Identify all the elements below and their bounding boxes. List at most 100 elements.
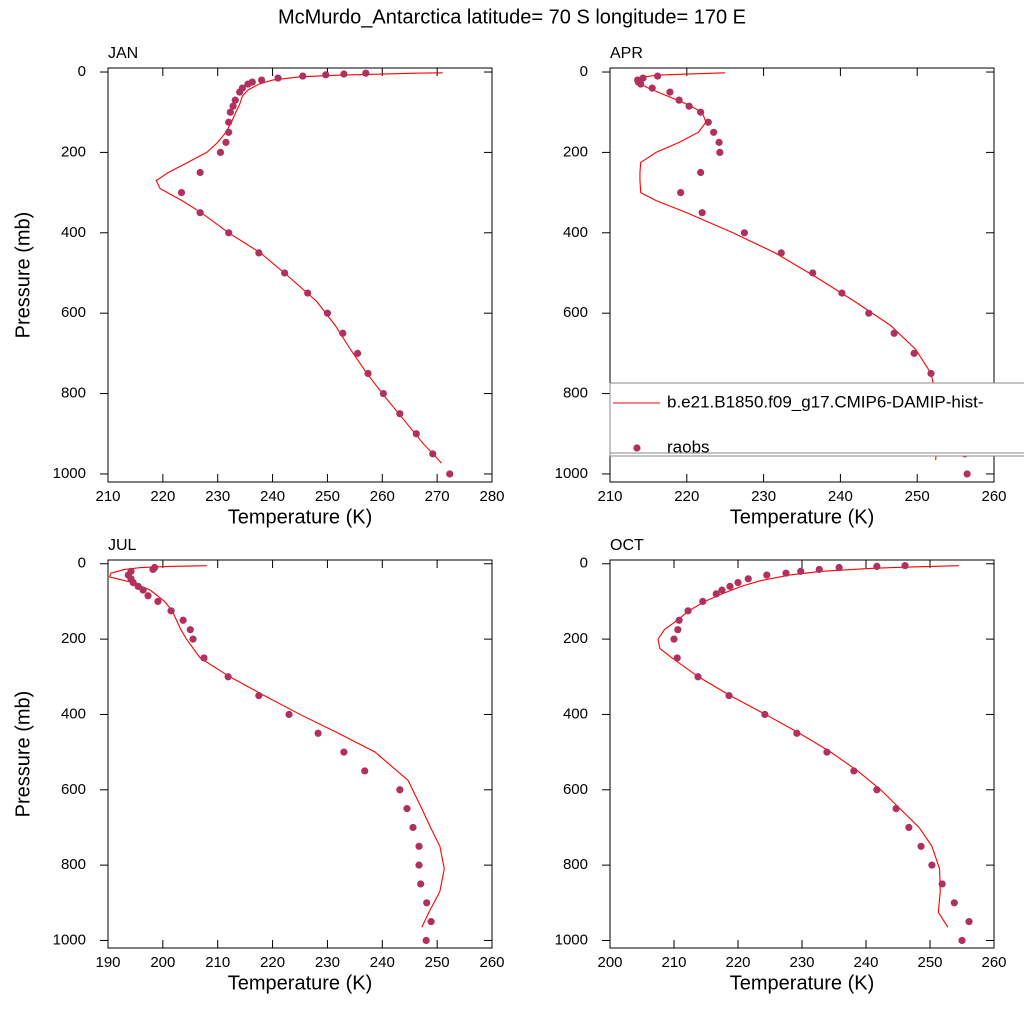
x-tick-label: 260 [479, 954, 504, 971]
raob-point [281, 269, 289, 277]
x-tick-label: 220 [674, 488, 699, 505]
raob-point [704, 118, 712, 126]
raob-point [654, 72, 662, 80]
raob-point [322, 71, 330, 79]
raob-point [238, 84, 246, 92]
raob-point [777, 249, 785, 257]
raob-point [429, 450, 437, 458]
raob-point [364, 369, 372, 378]
raob-point [950, 899, 958, 907]
raob-point [127, 567, 135, 575]
raob-point [890, 329, 898, 337]
raob-point [225, 128, 233, 136]
raob-point [901, 562, 909, 570]
x-tick-label: 230 [205, 488, 230, 505]
y-tick-label: 1000 [555, 931, 588, 948]
raob-point [196, 209, 204, 217]
raob-point [763, 571, 771, 579]
raob-point [154, 597, 162, 606]
y-tick-label: 200 [61, 143, 86, 160]
x-tick-label: 250 [917, 954, 942, 971]
raob-point [323, 309, 332, 317]
model-line [155, 72, 443, 464]
x-tick-label: 240 [260, 488, 285, 505]
raob-point [255, 249, 263, 257]
plot-frame [609, 67, 995, 483]
x-tick-label: 230 [789, 954, 814, 971]
raob-point [958, 936, 966, 945]
y-tick-label: 200 [61, 630, 86, 647]
raob-point [200, 654, 208, 662]
raob-point [716, 148, 724, 157]
x-tick-label: 240 [370, 954, 395, 971]
raob-point [151, 563, 159, 572]
raob-point [917, 842, 925, 850]
raob-point [139, 586, 147, 594]
raob-point [761, 710, 769, 719]
x-tick-label: 200 [150, 954, 175, 971]
y-tick-label: 1000 [53, 931, 86, 948]
raob-point [740, 229, 749, 237]
raob-point [423, 899, 431, 907]
raob-point [177, 189, 186, 197]
raob-point [415, 861, 423, 869]
y-tick-label: 600 [61, 304, 86, 321]
raob-point [229, 102, 237, 110]
raob-point [409, 823, 417, 832]
raob-point [285, 710, 293, 719]
raob-point [674, 626, 682, 634]
raob-point [412, 430, 420, 438]
panel-title: OCT [610, 537, 644, 554]
y-tick-label: 1000 [53, 465, 86, 482]
raob-point [873, 786, 881, 794]
raob-point [809, 269, 817, 277]
raob-point [196, 168, 204, 177]
figure-title: McMurdo_Antarctica latitude= 70 S longit… [278, 6, 746, 28]
y-tick-label: 600 [563, 781, 588, 798]
raob-point [850, 767, 858, 775]
x-axis-label: Temperature (K) [228, 972, 373, 994]
x-tick-label: 260 [370, 488, 395, 505]
raob-point [396, 410, 404, 418]
raob-point [938, 880, 946, 888]
raob-point [734, 579, 742, 587]
raob-point [697, 168, 705, 177]
y-tick-label: 200 [563, 630, 588, 647]
raob-point [675, 96, 683, 104]
y-tick-label: 400 [563, 705, 588, 722]
raob-point [699, 597, 707, 606]
model-line [636, 72, 940, 460]
raob-point [314, 729, 322, 737]
x-tick-label: 200 [597, 954, 622, 971]
raob-point [274, 74, 282, 82]
y-tick-label: 0 [78, 555, 86, 572]
x-tick-label: 250 [905, 488, 930, 505]
y-axis-label: Pressure (mb) [12, 691, 34, 818]
raob-point [224, 673, 232, 681]
raob-point [189, 635, 197, 643]
raob-point [446, 470, 454, 478]
panel-title: JUL [108, 537, 137, 554]
raob-point [726, 582, 734, 590]
raob-point [255, 692, 263, 700]
raob-point [304, 289, 312, 297]
raob-point [417, 880, 425, 888]
raob-point [216, 148, 225, 157]
raob-point [685, 102, 693, 110]
raob-point [354, 349, 362, 357]
raob-point [225, 118, 233, 126]
x-tick-label: 270 [425, 488, 450, 505]
raob-point [698, 209, 706, 217]
raob-point [965, 918, 973, 926]
legend-label: b.e21.B1850.f09_g17.CMIP6-DAMIP-hist- [667, 392, 984, 411]
y-tick-label: 800 [61, 856, 86, 873]
raob-point [222, 138, 230, 146]
raob-point [231, 96, 239, 104]
raob-point [744, 575, 752, 583]
raob-point [673, 654, 681, 662]
x-tick-label: 260 [981, 954, 1006, 971]
raob-point [675, 616, 683, 624]
raob-point [782, 569, 790, 577]
x-axis-label: Temperature (K) [228, 506, 373, 528]
x-tick-label: 240 [853, 954, 878, 971]
